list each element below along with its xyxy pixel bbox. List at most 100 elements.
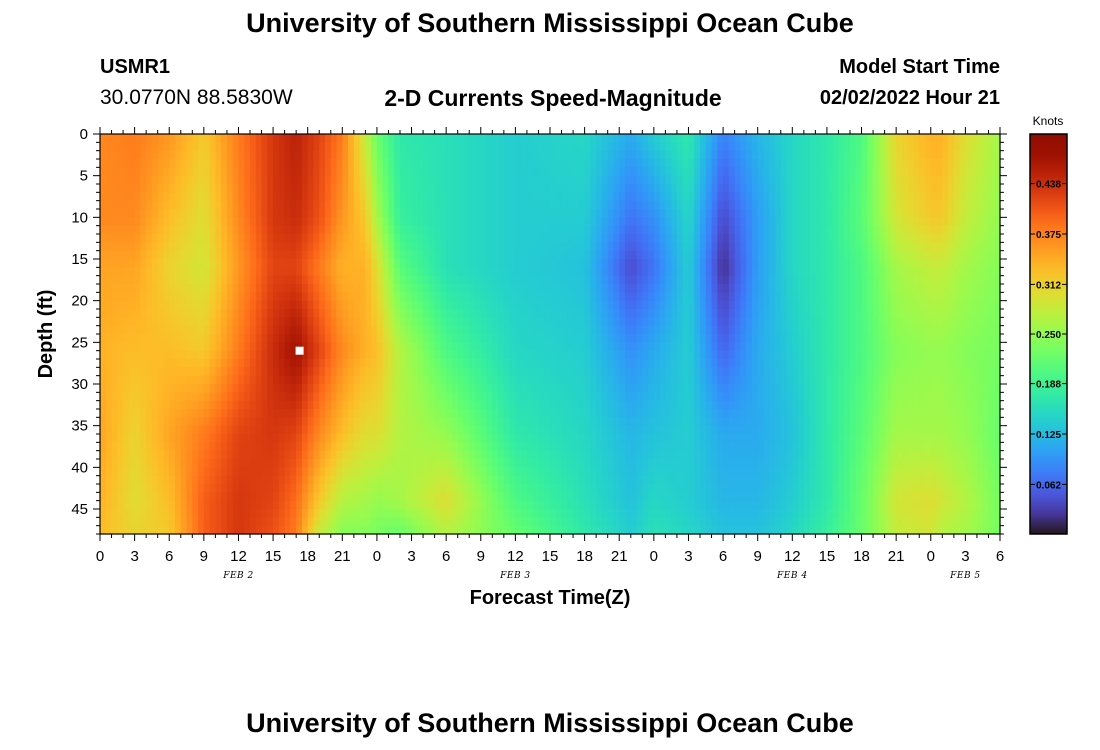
heatmap-cell (128, 167, 136, 177)
heatmap-cell (688, 509, 695, 518)
heatmap-cell (221, 334, 228, 343)
heatmap-cell (250, 259, 257, 268)
heatmap-cell (175, 442, 182, 452)
heatmap-cell (301, 450, 309, 460)
heatmap-cell (475, 384, 482, 393)
heatmap-cell (151, 259, 159, 268)
heatmap-cell (226, 184, 234, 193)
heatmap-cell (353, 459, 361, 468)
heatmap-cell (636, 492, 643, 502)
heatmap-cell (146, 250, 153, 260)
heatmap-cell (682, 234, 690, 243)
heatmap-cell (665, 300, 672, 310)
heatmap-cell (226, 142, 234, 152)
heatmap-cell (146, 325, 153, 335)
heatmap-cell (278, 275, 286, 285)
heatmap-cell (428, 417, 436, 427)
heatmap-cell (434, 167, 441, 177)
heatmap-cell (561, 467, 568, 477)
heatmap-cell (648, 309, 655, 318)
heatmap-cell (336, 167, 343, 177)
heatmap-cell (400, 342, 407, 352)
heatmap-cell (659, 275, 666, 285)
heatmap-cell (140, 192, 147, 202)
heatmap-cell (619, 400, 626, 410)
heatmap-cell (457, 175, 465, 185)
heatmap-cell (157, 517, 165, 527)
heatmap-cell (578, 359, 586, 368)
heatmap-cell (671, 459, 678, 468)
heatmap-cell (486, 500, 493, 510)
heatmap-cell (290, 375, 297, 385)
heatmap-cell (515, 234, 522, 243)
heatmap-cell (596, 517, 603, 527)
heatmap-cell (625, 142, 632, 152)
heatmap-cell (284, 484, 291, 493)
heatmap-cell (573, 309, 580, 318)
heatmap-cell (348, 500, 355, 510)
heatmap-cell (653, 475, 661, 485)
heatmap-cell (175, 409, 182, 418)
heatmap-cell (215, 500, 222, 510)
heatmap-cell (457, 325, 465, 335)
heatmap-cell (123, 150, 130, 160)
heatmap-cell (469, 250, 476, 260)
heatmap-cell (226, 150, 234, 160)
heatmap-cell (469, 292, 476, 302)
heatmap-cell (688, 134, 695, 143)
heatmap-cell (388, 150, 395, 160)
heatmap-cell (192, 267, 199, 277)
heatmap-cell (636, 275, 643, 285)
heatmap-cell (567, 167, 574, 177)
heatmap-cell (250, 142, 257, 152)
heatmap-cell (526, 484, 534, 493)
heatmap-cell (642, 342, 649, 352)
heatmap-cell (682, 325, 690, 335)
heatmap-cell (642, 184, 649, 193)
heatmap-cell (688, 209, 695, 218)
heatmap-cell (192, 475, 199, 485)
heatmap-cell (319, 234, 326, 243)
heatmap-cell (515, 400, 522, 410)
heatmap-cell (434, 375, 441, 385)
heatmap-cell (498, 142, 505, 152)
heatmap-cell (123, 459, 130, 468)
heatmap-cell (590, 425, 597, 435)
heatmap-cell (169, 375, 176, 385)
heatmap-cell (301, 142, 309, 152)
heatmap-cell (151, 234, 159, 243)
heatmap-cell (244, 517, 251, 527)
heatmap-cell (123, 492, 130, 502)
heatmap-cell (342, 217, 349, 227)
heatmap-cell (440, 225, 447, 235)
heatmap-cell (175, 267, 182, 277)
heatmap-cell (567, 292, 574, 302)
heatmap-cell (457, 209, 465, 218)
heatmap-cell (105, 134, 113, 143)
heatmap-cell (411, 517, 418, 527)
heatmap-cell (659, 525, 666, 535)
heatmap-cell (642, 434, 649, 443)
heatmap-cell (446, 150, 453, 160)
heatmap-cell (601, 325, 609, 335)
heatmap-cell (348, 517, 355, 527)
heatmap-cell (134, 359, 141, 368)
heatmap-cell (226, 475, 234, 485)
heatmap-cell (105, 200, 113, 210)
heatmap-cell (526, 192, 534, 202)
heatmap-cell (538, 192, 545, 202)
heatmap-cell (221, 459, 228, 468)
heatmap-cell (469, 500, 476, 510)
heatmap-cell (221, 500, 228, 510)
heatmap-cell (111, 325, 118, 335)
heatmap-cell (151, 450, 159, 460)
heatmap-cell (301, 500, 309, 510)
heatmap-cell (671, 250, 678, 260)
heatmap-cell (365, 300, 372, 310)
heatmap-cell (353, 275, 361, 285)
heatmap-cell (244, 509, 251, 518)
heatmap-cell (653, 184, 661, 193)
heatmap-cell (215, 284, 222, 293)
heatmap-cell (567, 267, 574, 277)
heatmap-cell (480, 375, 488, 385)
